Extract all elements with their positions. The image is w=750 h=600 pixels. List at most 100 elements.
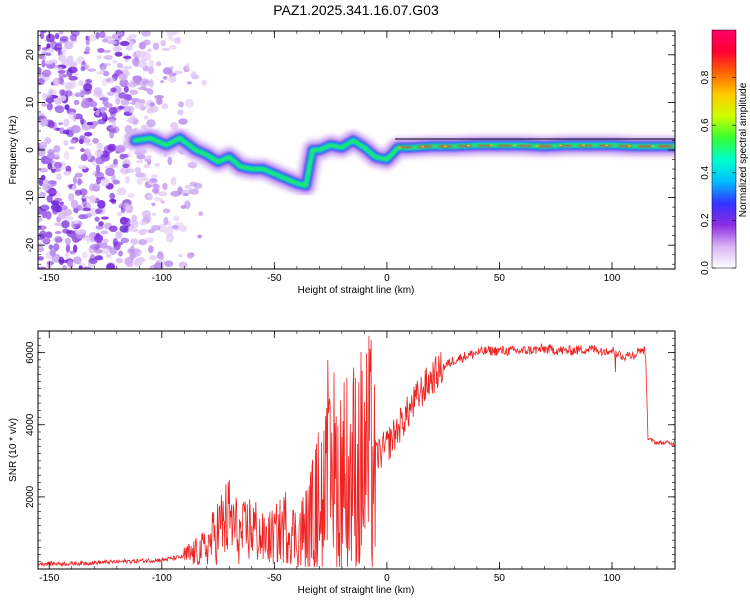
heatmap-blob (79, 88, 86, 97)
heatmap-blob (57, 69, 66, 74)
heatmap-blob (80, 117, 85, 125)
heatmap-blob (81, 197, 87, 207)
heatmap-blob (68, 75, 78, 81)
heatmap-blob (59, 201, 64, 206)
heatmap-blob (151, 187, 160, 194)
heatmap-blob (163, 216, 169, 226)
heatmap-blob (88, 257, 98, 265)
spectrogram-y-tick-label: 10 (25, 96, 36, 108)
heatmap-blob (170, 190, 181, 197)
heatmap-blob (38, 225, 47, 230)
heatmap-blob (38, 67, 42, 74)
heatmap-blob (85, 236, 91, 244)
heatmap-blob (136, 159, 144, 164)
heatmap-blob (87, 68, 97, 72)
heatmap-blob (88, 34, 97, 42)
heatmap-blob (95, 109, 100, 116)
snr-series-line (38, 335, 675, 568)
heatmap-blob (128, 34, 137, 39)
spectrogram-x-tick-label: -100 (152, 273, 172, 284)
heatmap-blob (69, 80, 77, 89)
spectrogram-y-tick-label: 20 (25, 49, 36, 61)
heatmap-blob (63, 170, 71, 176)
heatmap-blob (74, 172, 83, 178)
heatmap-blob (107, 143, 117, 152)
heatmap-blob (149, 178, 158, 183)
heatmap-blob (109, 247, 118, 255)
heatmap-blob (38, 215, 43, 223)
colorbar-tick-label: 0.8 (700, 70, 711, 84)
heatmap-blob (136, 178, 143, 185)
heatmap-blob (71, 31, 80, 37)
heatmap-blob (115, 144, 126, 153)
heatmap-blob (113, 158, 118, 166)
heatmap-blob (162, 208, 171, 214)
snr-x-tick-label: 50 (494, 573, 506, 584)
heatmap-blob (74, 189, 83, 196)
heatmap-blob (135, 172, 145, 178)
heatmap-blob (111, 173, 116, 183)
heatmap-blob (115, 98, 121, 105)
heatmap-blob (160, 80, 165, 84)
heatmap-blob (38, 112, 46, 116)
colorbar-frame (711, 29, 737, 269)
heatmap-blob (112, 59, 118, 64)
heatmap-blob (110, 87, 117, 93)
heatmap-blob (95, 156, 105, 165)
heatmap-blob (172, 215, 180, 222)
heatmap-blob (95, 31, 100, 40)
heatmap-blob (94, 255, 103, 261)
heatmap-blob (45, 95, 53, 99)
heatmap-blob (164, 226, 174, 236)
heatmap-blob (46, 102, 53, 111)
heatmap-blob (107, 40, 118, 45)
heatmap-blob (182, 192, 189, 197)
heatmap-blob (156, 97, 163, 105)
heatmap-blob (64, 237, 71, 246)
heatmap-blob (177, 109, 184, 116)
heatmap-blob (41, 102, 48, 107)
heatmap-blob (64, 215, 74, 221)
spectrogram-y-tick-label: -10 (25, 190, 36, 205)
heatmap-blob (75, 229, 86, 235)
heatmap-blob (85, 78, 92, 84)
heatmap-blob (38, 78, 45, 86)
spectrogram-x-tick-label: -150 (39, 273, 59, 284)
heatmap-blob (45, 231, 53, 239)
heatmap-blob (103, 49, 112, 54)
heatmap-blob (131, 228, 139, 233)
heatmap-blob (45, 97, 55, 104)
chart-title: PAZ1.2025.341.16.07.G03 (273, 2, 439, 18)
heatmap-blob (146, 119, 156, 128)
heatmap-blob (151, 174, 158, 179)
heatmap-blob (153, 197, 163, 202)
colorbar-ticks: 0.0 0.2 0.4 0.6 0.8 (700, 70, 736, 275)
heatmap-blob (101, 248, 110, 254)
heatmap-blob (157, 191, 168, 197)
heatmap-blob (132, 57, 140, 67)
heatmap-blob (171, 31, 180, 35)
heatmap-blob (80, 148, 85, 153)
heatmap-blob (83, 82, 93, 92)
heatmap-blob (115, 257, 123, 264)
heatmap-blob (66, 68, 73, 77)
heatmap-blob (147, 229, 155, 234)
heatmap-blob (54, 105, 65, 114)
heatmap-blob (147, 48, 152, 53)
heatmap-blob (58, 31, 64, 35)
heatmap-blob (103, 102, 113, 108)
heatmap-blob (73, 72, 79, 77)
heatmap-blob (141, 210, 151, 218)
heatmap-blob (38, 177, 44, 186)
heatmap-blob (73, 223, 80, 228)
heatmap-blob (84, 131, 93, 137)
heatmap-blob (65, 244, 71, 253)
heatmap-blob (89, 194, 96, 204)
heatmap-blob (161, 47, 171, 51)
heatmap-blob (112, 46, 123, 52)
colorbar-gradient (712, 30, 736, 268)
heatmap-blob (78, 164, 88, 170)
heatmap-blob (52, 206, 59, 215)
